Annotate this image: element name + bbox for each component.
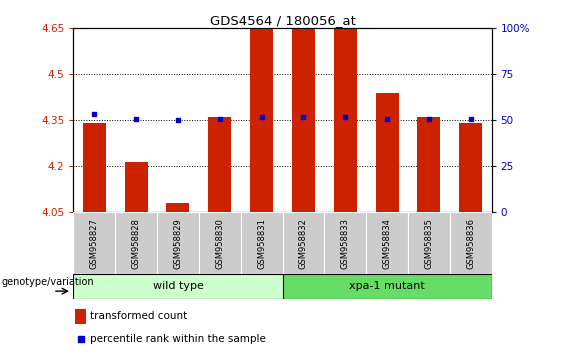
Bar xyxy=(334,0,357,212)
Bar xyxy=(157,212,199,274)
Bar xyxy=(241,212,282,274)
Text: wild type: wild type xyxy=(153,281,203,291)
Text: GSM958827: GSM958827 xyxy=(90,218,99,269)
Bar xyxy=(376,93,398,212)
Text: GSM958835: GSM958835 xyxy=(424,218,433,269)
Bar xyxy=(418,117,440,212)
Bar xyxy=(75,309,86,324)
Bar xyxy=(408,212,450,274)
Bar xyxy=(282,212,324,274)
Bar xyxy=(199,212,241,274)
Title: GDS4564 / 180056_at: GDS4564 / 180056_at xyxy=(210,14,355,27)
Bar xyxy=(73,212,115,274)
Bar xyxy=(366,212,408,274)
Text: GSM958836: GSM958836 xyxy=(466,218,475,269)
Text: GSM958833: GSM958833 xyxy=(341,218,350,269)
Bar xyxy=(125,162,147,212)
Bar xyxy=(450,212,492,274)
Bar xyxy=(83,124,106,212)
Text: GSM958829: GSM958829 xyxy=(173,218,182,269)
Text: percentile rank within the sample: percentile rank within the sample xyxy=(90,334,266,344)
Text: transformed count: transformed count xyxy=(90,312,188,321)
Text: xpa-1 mutant: xpa-1 mutant xyxy=(349,281,425,291)
Bar xyxy=(167,203,189,212)
Bar xyxy=(208,117,231,212)
Text: GSM958828: GSM958828 xyxy=(132,218,141,269)
Text: GSM958834: GSM958834 xyxy=(383,218,392,269)
Text: GSM958832: GSM958832 xyxy=(299,218,308,269)
Bar xyxy=(115,212,157,274)
Text: GSM958830: GSM958830 xyxy=(215,218,224,269)
Bar xyxy=(282,274,492,299)
Bar xyxy=(324,212,366,274)
Bar xyxy=(459,124,482,212)
Text: GSM958831: GSM958831 xyxy=(257,218,266,269)
Bar xyxy=(292,28,315,212)
Bar xyxy=(73,274,282,299)
Text: genotype/variation: genotype/variation xyxy=(2,276,94,287)
Bar xyxy=(250,0,273,212)
